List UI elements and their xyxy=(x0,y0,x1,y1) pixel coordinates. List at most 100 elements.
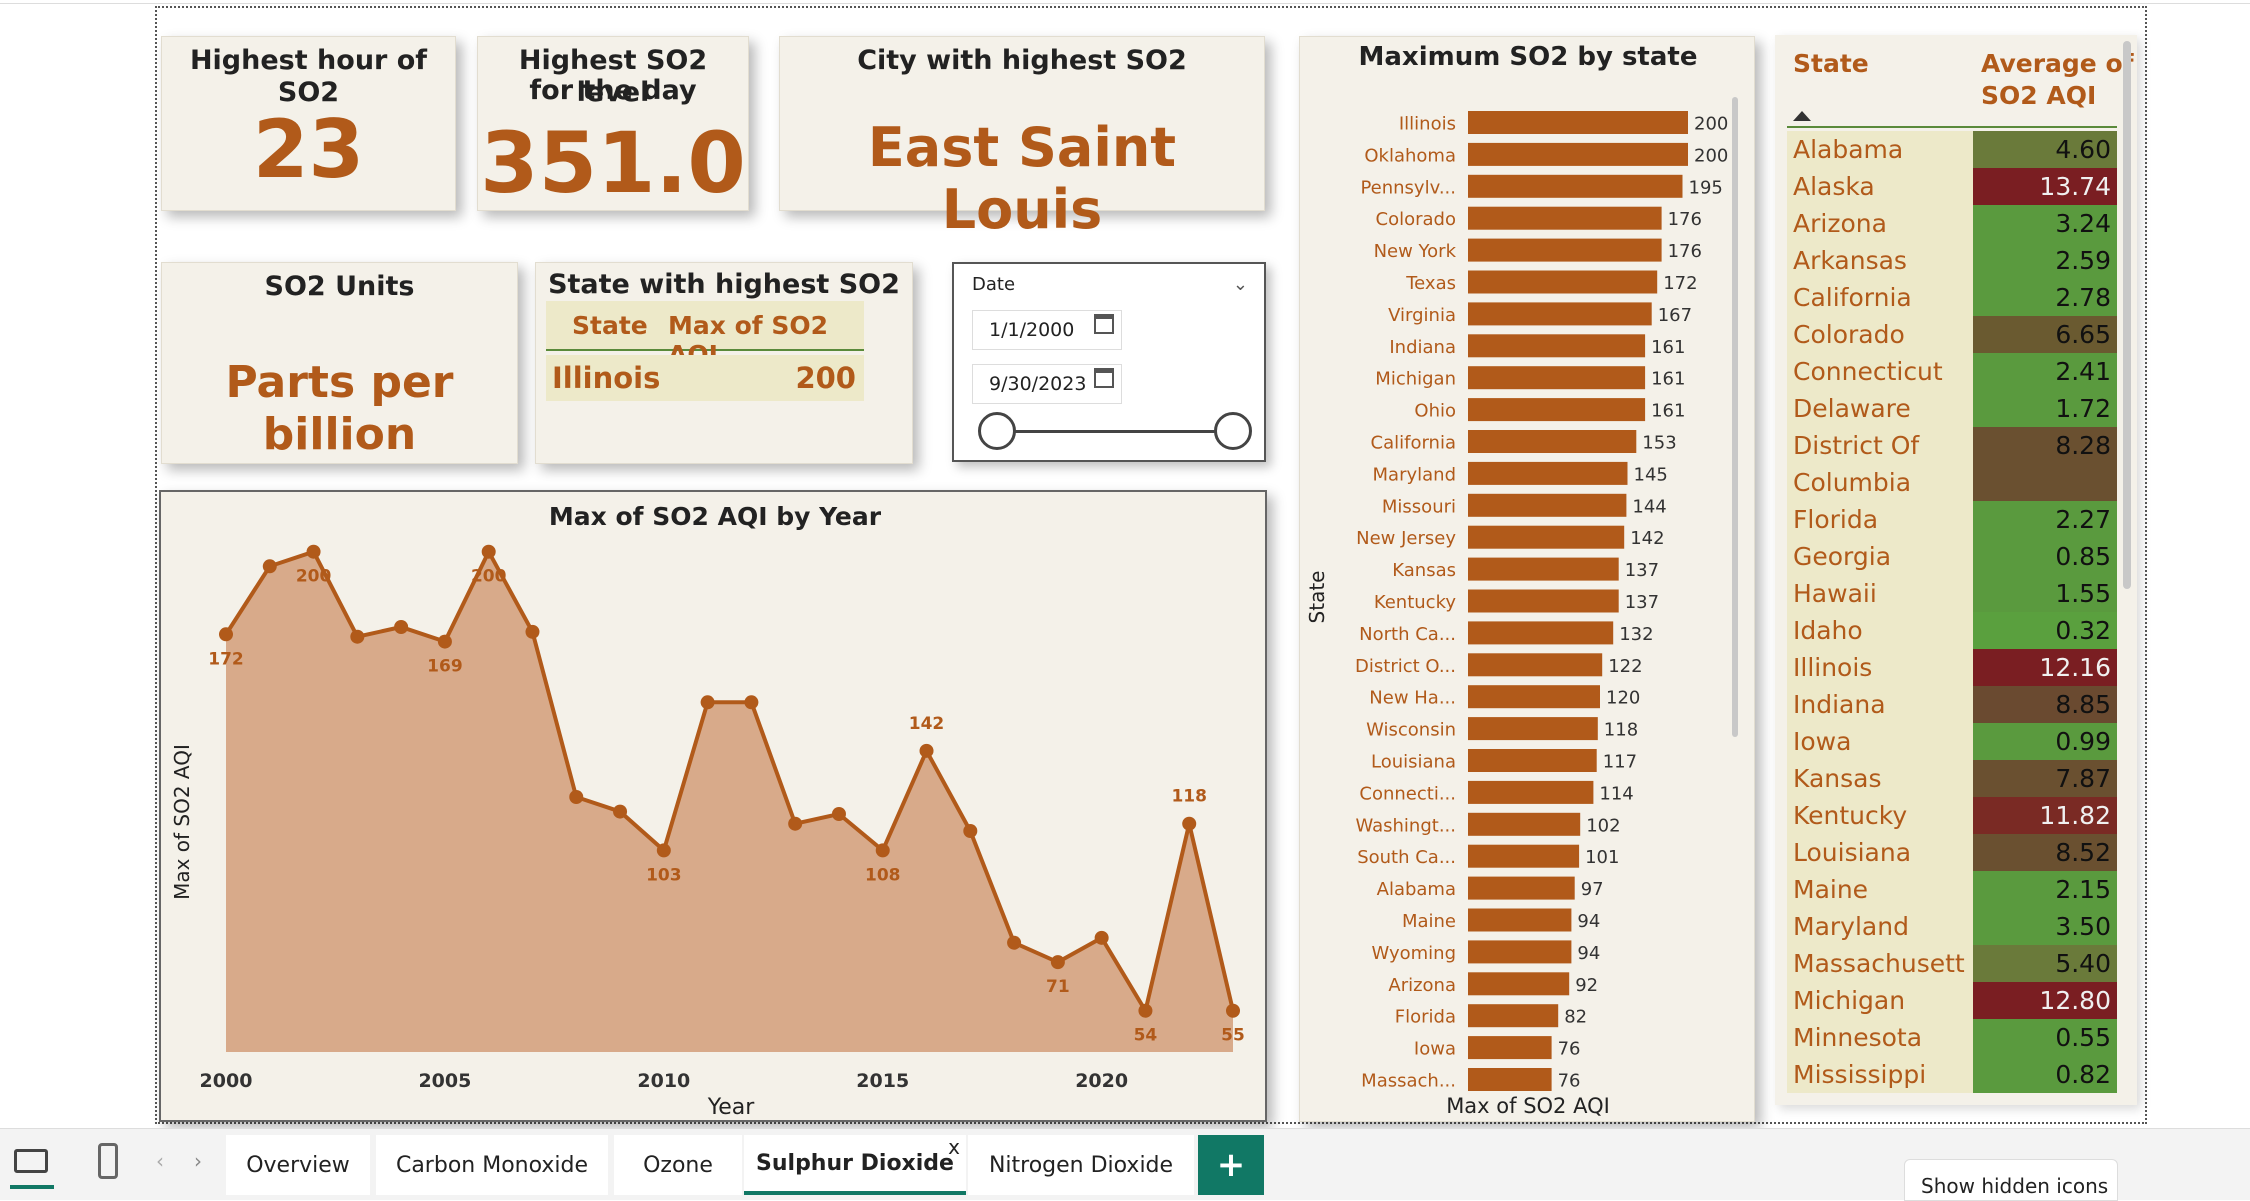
bar[interactable] xyxy=(1468,844,1580,868)
data-point[interactable] xyxy=(744,695,759,710)
year-chart-card[interactable]: Max of SO2 AQI by Year Year Max of SO2 A… xyxy=(159,490,1267,1122)
bar[interactable] xyxy=(1468,142,1688,166)
avg-table-row[interactable]: Minnesota 0.55 xyxy=(1787,1019,2117,1056)
avg-table-row[interactable]: Idaho 0.32 xyxy=(1787,612,2117,649)
state-bar-chart-card[interactable]: Maximum SO2 by state Max of SO2 AQI Stat… xyxy=(1299,36,1755,1122)
chevron-down-icon[interactable]: ⌄ xyxy=(1232,274,1248,295)
avg-table-row[interactable]: Illinois 12.16 xyxy=(1787,649,2117,686)
data-point[interactable] xyxy=(437,634,452,649)
avg-table-header-state[interactable]: State xyxy=(1793,49,1869,78)
avg-table-row[interactable]: Alabama 4.60 xyxy=(1787,131,2117,168)
data-point[interactable] xyxy=(262,559,277,574)
data-point[interactable] xyxy=(1094,930,1109,945)
data-point[interactable] xyxy=(1007,935,1022,950)
data-point[interactable] xyxy=(525,624,540,639)
bar[interactable] xyxy=(1468,653,1603,677)
bar[interactable] xyxy=(1468,111,1688,134)
sort-up-icon[interactable] xyxy=(1793,111,1811,121)
data-point[interactable] xyxy=(700,695,715,710)
bar[interactable] xyxy=(1468,238,1662,262)
end-date-input[interactable]: 9/30/2023 xyxy=(972,364,1122,404)
tab-prev-icon[interactable]: ‹ xyxy=(156,1149,164,1173)
slider-handle-start[interactable] xyxy=(978,412,1016,450)
data-point[interactable] xyxy=(613,804,628,819)
calendar-icon[interactable] xyxy=(1094,314,1114,334)
state-highest-col-state[interactable]: State xyxy=(572,311,648,340)
avg-table-row[interactable]: Delaware 1.72 xyxy=(1787,390,2117,427)
date-slicer[interactable]: Date ⌄ 1/1/2000 9/30/2023 xyxy=(952,262,1266,462)
close-icon[interactable]: x xyxy=(948,1135,960,1159)
state-highest-card[interactable]: State with highest SO2 State Max of SO2 … xyxy=(535,262,913,464)
highest-hour-card[interactable]: Highest hour of SO2 23 xyxy=(161,36,456,211)
avg-table-row[interactable]: Maine 2.15 xyxy=(1787,871,2117,908)
calendar-icon[interactable] xyxy=(1094,368,1114,388)
data-point[interactable] xyxy=(1138,1003,1153,1018)
bar[interactable] xyxy=(1468,366,1646,390)
start-date-input[interactable]: 1/1/2000 xyxy=(972,310,1122,350)
bar[interactable] xyxy=(1468,1068,1552,1091)
avg-table-row[interactable]: Iowa 0.99 xyxy=(1787,723,2117,760)
avg-table-row[interactable]: Arizona 3.24 xyxy=(1787,205,2117,242)
phone-view-icon[interactable] xyxy=(98,1143,118,1179)
avg-table-header-avg-1[interactable]: Average of xyxy=(1981,49,2134,78)
data-point[interactable] xyxy=(569,790,584,804)
bar[interactable] xyxy=(1468,717,1598,741)
bar[interactable] xyxy=(1468,270,1658,294)
tab-next-icon[interactable]: › xyxy=(194,1149,202,1173)
bar[interactable] xyxy=(1468,780,1594,804)
avg-table-row[interactable]: Michigan 12.80 xyxy=(1787,982,2117,1019)
avg-table-row[interactable]: Hawaii 1.55 xyxy=(1787,575,2117,612)
tab-overview[interactable]: Overview xyxy=(226,1135,370,1195)
bar[interactable] xyxy=(1468,1004,1559,1028)
tab-nitrogen-dioxide[interactable]: Nitrogen Dioxide xyxy=(968,1135,1194,1195)
bar[interactable] xyxy=(1468,525,1625,549)
avg-table-row[interactable]: Kentucky 11.82 xyxy=(1787,797,2117,834)
data-point[interactable] xyxy=(656,843,671,858)
avg-table-row[interactable]: Massachusetts5.40 xyxy=(1787,945,2117,1015)
bar[interactable] xyxy=(1468,206,1662,230)
bar[interactable] xyxy=(1468,557,1619,581)
average-so2-table[interactable]: State Average of SO2 AQI Alabama 4.60 Alas… xyxy=(1775,35,2137,1105)
bar[interactable] xyxy=(1468,302,1652,326)
data-point[interactable] xyxy=(919,743,934,758)
bar[interactable] xyxy=(1468,174,1683,198)
bar[interactable] xyxy=(1468,398,1646,422)
data-point[interactable] xyxy=(831,807,846,821)
avg-table-row[interactable]: Alaska 13.74 xyxy=(1787,168,2117,205)
show-hidden-icons-button[interactable]: Show hidden icons xyxy=(1904,1159,2118,1201)
data-point[interactable] xyxy=(219,627,233,642)
bar[interactable] xyxy=(1468,493,1627,517)
state-highest-row[interactable]: Illinois 200 xyxy=(546,355,864,401)
bar[interactable] xyxy=(1468,1036,1552,1060)
highest-level-card[interactable]: Highest SO2 level for the day 351.0 xyxy=(477,36,749,211)
avg-table-row[interactable]: California 2.78 xyxy=(1787,279,2117,316)
avg-table-row[interactable]: Kansas 7.87 xyxy=(1787,760,2117,797)
desktop-view-icon[interactable] xyxy=(14,1149,48,1173)
bar[interactable] xyxy=(1468,685,1600,709)
bar[interactable] xyxy=(1468,334,1646,358)
bar[interactable] xyxy=(1468,621,1614,645)
tab-ozone[interactable]: Ozone xyxy=(614,1135,742,1195)
slider-handle-end[interactable] xyxy=(1214,412,1252,450)
data-point[interactable] xyxy=(1050,955,1065,970)
tab-sulphur-dioxide[interactable]: Sulphur Dioxide x xyxy=(744,1135,966,1195)
avg-table-row[interactable]: Connecticut 2.41 xyxy=(1787,353,2117,390)
tab-carbon-monoxide[interactable]: Carbon Monoxide xyxy=(376,1135,608,1195)
bar[interactable] xyxy=(1468,812,1581,836)
data-point[interactable] xyxy=(1226,1003,1240,1018)
avg-table-row[interactable]: Louisiana 8.52 xyxy=(1787,834,2117,871)
bar[interactable] xyxy=(1468,940,1572,964)
bar-chart-scrollbar[interactable] xyxy=(1732,97,1738,737)
data-point[interactable] xyxy=(963,824,978,838)
avg-table-row[interactable]: District Of Columbia 8.28 xyxy=(1787,427,2117,501)
avg-table-row[interactable]: Indiana 8.85 xyxy=(1787,686,2117,723)
data-point[interactable] xyxy=(306,544,321,559)
data-point[interactable] xyxy=(875,843,890,858)
city-card[interactable]: City with highest SO2 East Saint Louis xyxy=(779,36,1265,241)
bar[interactable] xyxy=(1468,908,1572,932)
units-card[interactable]: SO2 Units Parts per billion xyxy=(161,262,518,464)
avg-table-row[interactable]: Maryland 3.50 xyxy=(1787,908,2117,945)
bar[interactable] xyxy=(1468,430,1637,453)
data-point[interactable] xyxy=(1182,816,1197,831)
data-point[interactable] xyxy=(481,544,496,559)
